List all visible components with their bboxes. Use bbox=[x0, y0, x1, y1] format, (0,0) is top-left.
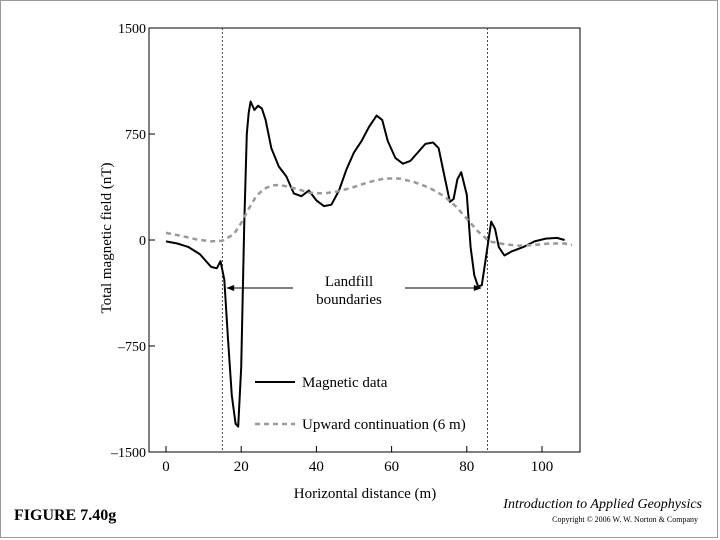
x-tick-label: 20 bbox=[234, 459, 249, 475]
book-title: Introduction to Applied Geophysics bbox=[503, 497, 702, 512]
copyright-notice: Copyright © 2006 W. W. Norton & Company bbox=[552, 515, 698, 524]
y-axis-label: Total magnetic field (nT) bbox=[99, 163, 115, 314]
x-axis-label: Horizontal distance (m) bbox=[294, 486, 436, 502]
x-tick-label: 100 bbox=[531, 459, 554, 475]
y-tick-label: 0 bbox=[139, 234, 146, 249]
arrowhead-right-icon bbox=[473, 285, 482, 292]
legend-label-upward: Upward continuation (6 m) bbox=[302, 417, 466, 433]
y-tick-label: 750 bbox=[125, 128, 146, 143]
annotation-line-1: Landfill bbox=[325, 274, 373, 290]
x-tick-label: 80 bbox=[459, 459, 474, 475]
arrowhead-left-icon bbox=[226, 285, 235, 292]
x-tick-label: 0 bbox=[162, 459, 170, 475]
series-line-magnetic-data bbox=[165, 100, 565, 428]
legend-label-magnetic: Magnetic data bbox=[302, 375, 388, 391]
series-line-upward-continuation bbox=[165, 177, 573, 247]
x-tick-label: 60 bbox=[384, 459, 399, 475]
annotation-line-2: boundaries bbox=[316, 292, 382, 308]
y-tick-label: –750 bbox=[117, 340, 146, 355]
figure-label: FIGURE 7.40g bbox=[14, 507, 117, 524]
y-tick-label: 1500 bbox=[118, 22, 146, 37]
y-tick-label: –1500 bbox=[110, 446, 146, 461]
x-tick-label: 40 bbox=[309, 459, 324, 475]
